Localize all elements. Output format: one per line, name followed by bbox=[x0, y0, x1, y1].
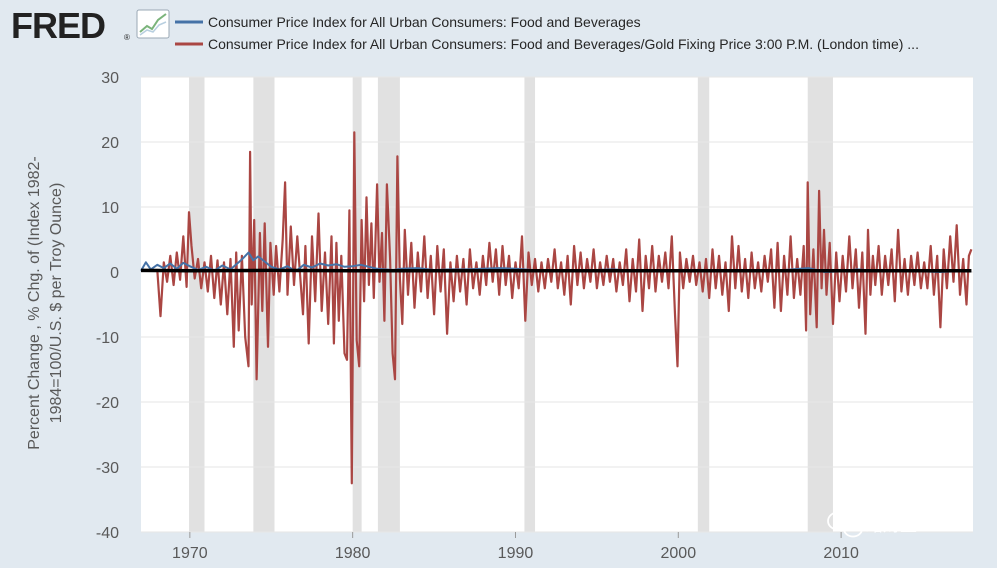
y-tick-label--40: -40 bbox=[96, 525, 119, 542]
legend-item-food-beverages[interactable]: Consumer Price Index for All Urban Consu… bbox=[175, 14, 641, 30]
y-tick-label-20: 20 bbox=[101, 135, 119, 152]
legend-item-food-gold-ratio[interactable]: Consumer Price Index for All Urban Consu… bbox=[175, 36, 919, 52]
recession-band-5 bbox=[697, 77, 710, 532]
y-tick-label-0: 0 bbox=[110, 265, 119, 282]
y-tick-label--20: -20 bbox=[96, 395, 119, 412]
x-tick-label-2010: 2010 bbox=[823, 545, 859, 562]
recession-band-6 bbox=[807, 77, 833, 532]
y-tick-label--10: -10 bbox=[96, 330, 119, 347]
x-tick-label-1980: 1980 bbox=[335, 545, 371, 562]
recession-band-3 bbox=[377, 77, 400, 532]
y-axis-ticks: 30 20 10 0 -10 -20 -30 -40 bbox=[96, 70, 119, 542]
y-tick-label--30: -30 bbox=[96, 460, 119, 477]
x-axis-ticks: 1970 1980 1990 2000 2010 bbox=[172, 532, 859, 562]
x-tick-label-2000: 2000 bbox=[661, 545, 697, 562]
x-tick-label-1990: 1990 bbox=[498, 545, 534, 562]
recession-band-1 bbox=[253, 77, 275, 532]
wechat-icon bbox=[827, 511, 863, 538]
recession-band-0 bbox=[189, 77, 205, 532]
y-tick-label-30: 30 bbox=[101, 70, 119, 87]
fred-logo[interactable]: FRED ® bbox=[11, 5, 170, 46]
y-axis-label-line-2: 1984=100/U.S. $ per Troy Ounce) bbox=[48, 183, 65, 424]
watermark: 路财主N bbox=[827, 511, 930, 538]
legend: Consumer Price Index for All Urban Consu… bbox=[175, 14, 919, 52]
watermark-text: 路财主N bbox=[866, 516, 930, 536]
fred-logo-text: FRED bbox=[11, 5, 105, 46]
x-tick-label-1970: 1970 bbox=[172, 545, 208, 562]
fred-chart-icon bbox=[136, 9, 170, 39]
legend-label-food-beverages: Consumer Price Index for All Urban Consu… bbox=[208, 14, 641, 30]
y-axis-label-line-1: Percent Change , % Chg. of (Index 1982- bbox=[26, 156, 43, 450]
series-lines bbox=[140, 131, 973, 485]
recession-band-4 bbox=[524, 77, 536, 532]
legend-label-food-gold-ratio: Consumer Price Index for All Urban Consu… bbox=[208, 36, 919, 52]
fred-logo-registered: ® bbox=[124, 33, 130, 42]
y-tick-label-10: 10 bbox=[101, 200, 119, 217]
